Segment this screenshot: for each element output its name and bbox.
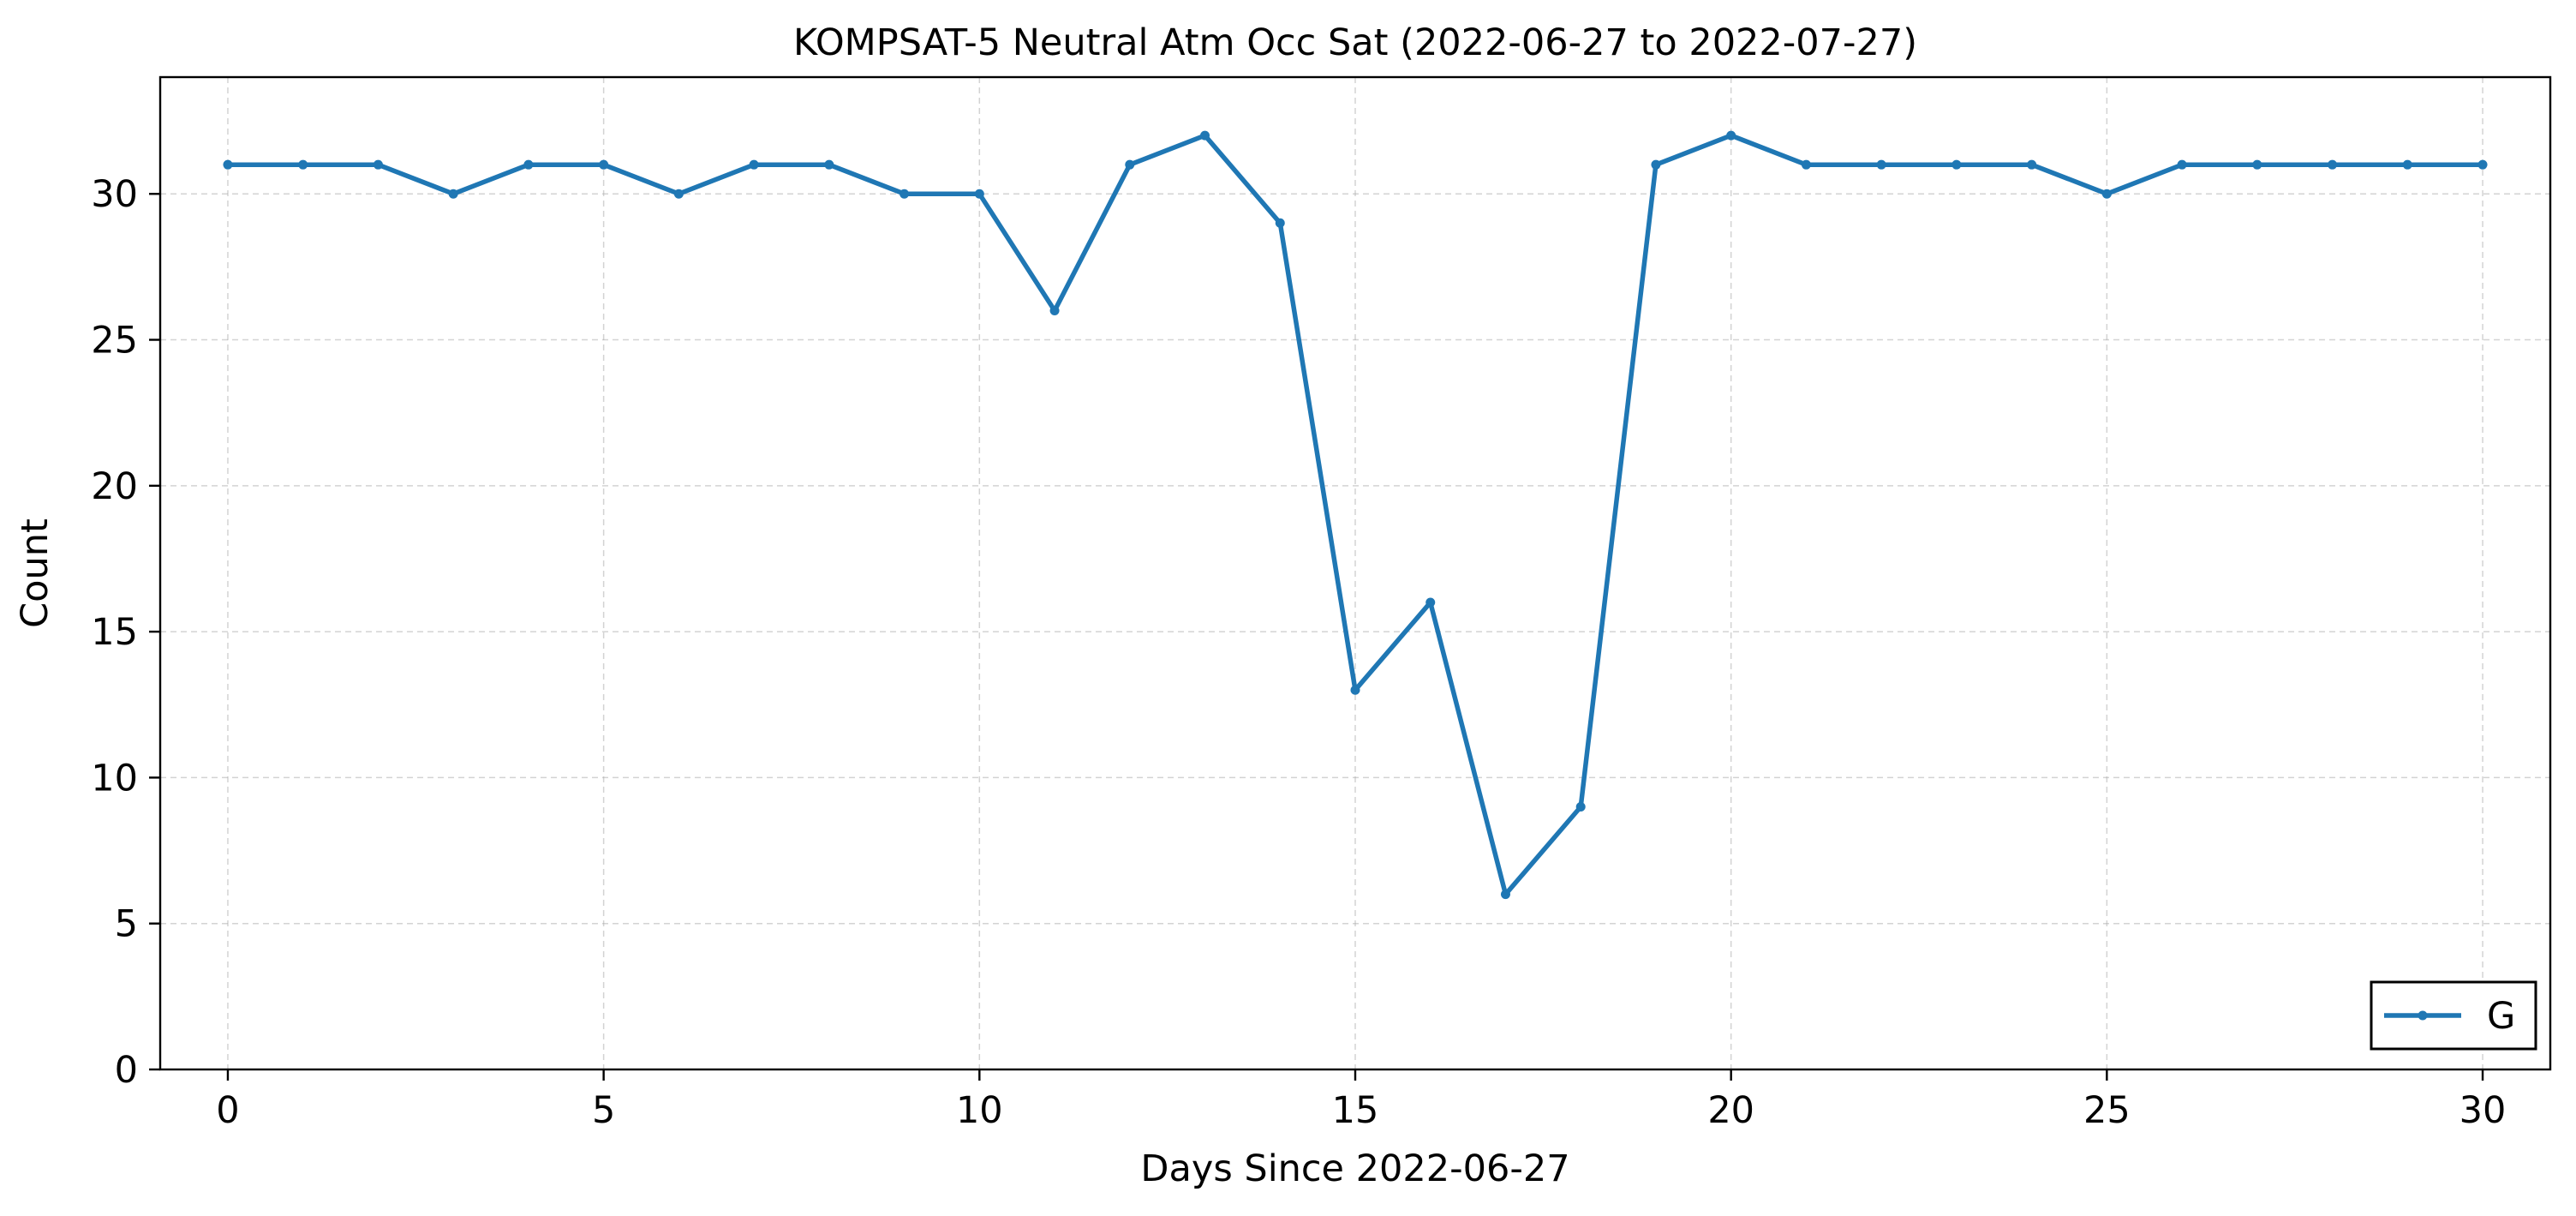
x-tick-label: 25 bbox=[2083, 1089, 2131, 1132]
data-point bbox=[448, 189, 458, 199]
x-tick-label: 20 bbox=[1707, 1089, 1754, 1132]
data-point bbox=[2328, 159, 2338, 170]
y-tick-label: 20 bbox=[91, 465, 138, 508]
data-point bbox=[2402, 159, 2412, 170]
data-point bbox=[1275, 218, 1285, 228]
data-point bbox=[2101, 189, 2112, 199]
chart-title: KOMPSAT-5 Neutral Atm Occ Sat (2022-06-2… bbox=[793, 21, 1917, 64]
data-point bbox=[1500, 890, 1510, 900]
x-axis-label: Days Since 2022-06-27 bbox=[1140, 1147, 1569, 1190]
y-tick-label: 15 bbox=[91, 611, 138, 654]
legend-marker-swatch bbox=[2418, 1010, 2428, 1021]
grid-layer bbox=[160, 77, 2550, 1070]
y-tick-label: 25 bbox=[91, 320, 138, 362]
x-tick-label: 5 bbox=[592, 1089, 615, 1132]
data-point bbox=[1951, 159, 1962, 170]
data-point bbox=[824, 159, 834, 170]
x-tick-label: 10 bbox=[956, 1089, 1003, 1132]
data-point bbox=[1876, 159, 1886, 170]
y-axis-label: Count bbox=[14, 518, 57, 628]
data-point bbox=[749, 159, 759, 170]
data-point bbox=[900, 189, 910, 199]
series-layer bbox=[223, 130, 2488, 900]
data-point bbox=[974, 189, 984, 199]
data-point bbox=[1049, 305, 1060, 315]
data-point bbox=[599, 159, 609, 170]
data-point bbox=[1200, 130, 1210, 141]
y-tick-label: 10 bbox=[91, 757, 138, 800]
data-point bbox=[223, 159, 233, 170]
data-point bbox=[2477, 159, 2488, 170]
y-tick-label: 0 bbox=[115, 1049, 138, 1092]
data-point bbox=[298, 159, 308, 170]
data-point bbox=[1125, 159, 1135, 170]
y-tick-label: 30 bbox=[91, 173, 138, 216]
data-point bbox=[1575, 801, 1586, 812]
x-tick-label: 0 bbox=[216, 1089, 239, 1132]
y-tick-label: 5 bbox=[115, 903, 138, 946]
legend-label: G bbox=[2487, 995, 2515, 1038]
data-point bbox=[523, 159, 534, 170]
x-tick-label: 15 bbox=[1332, 1089, 1379, 1132]
data-point bbox=[1801, 159, 1811, 170]
tick-layer: 0 5 10 15 20 25 30 0 5 10 15 20 25 30 bbox=[91, 173, 2506, 1132]
data-point bbox=[1726, 130, 1736, 141]
data-point bbox=[2252, 159, 2262, 170]
data-point bbox=[1425, 597, 1436, 608]
data-point bbox=[1651, 159, 1661, 170]
x-tick-label: 30 bbox=[2459, 1089, 2507, 1132]
data-point bbox=[1350, 685, 1360, 695]
legend: G bbox=[2370, 980, 2537, 1051]
data-point bbox=[373, 159, 383, 170]
data-point bbox=[2027, 159, 2037, 170]
data-point bbox=[673, 189, 684, 199]
data-point bbox=[2177, 159, 2187, 170]
